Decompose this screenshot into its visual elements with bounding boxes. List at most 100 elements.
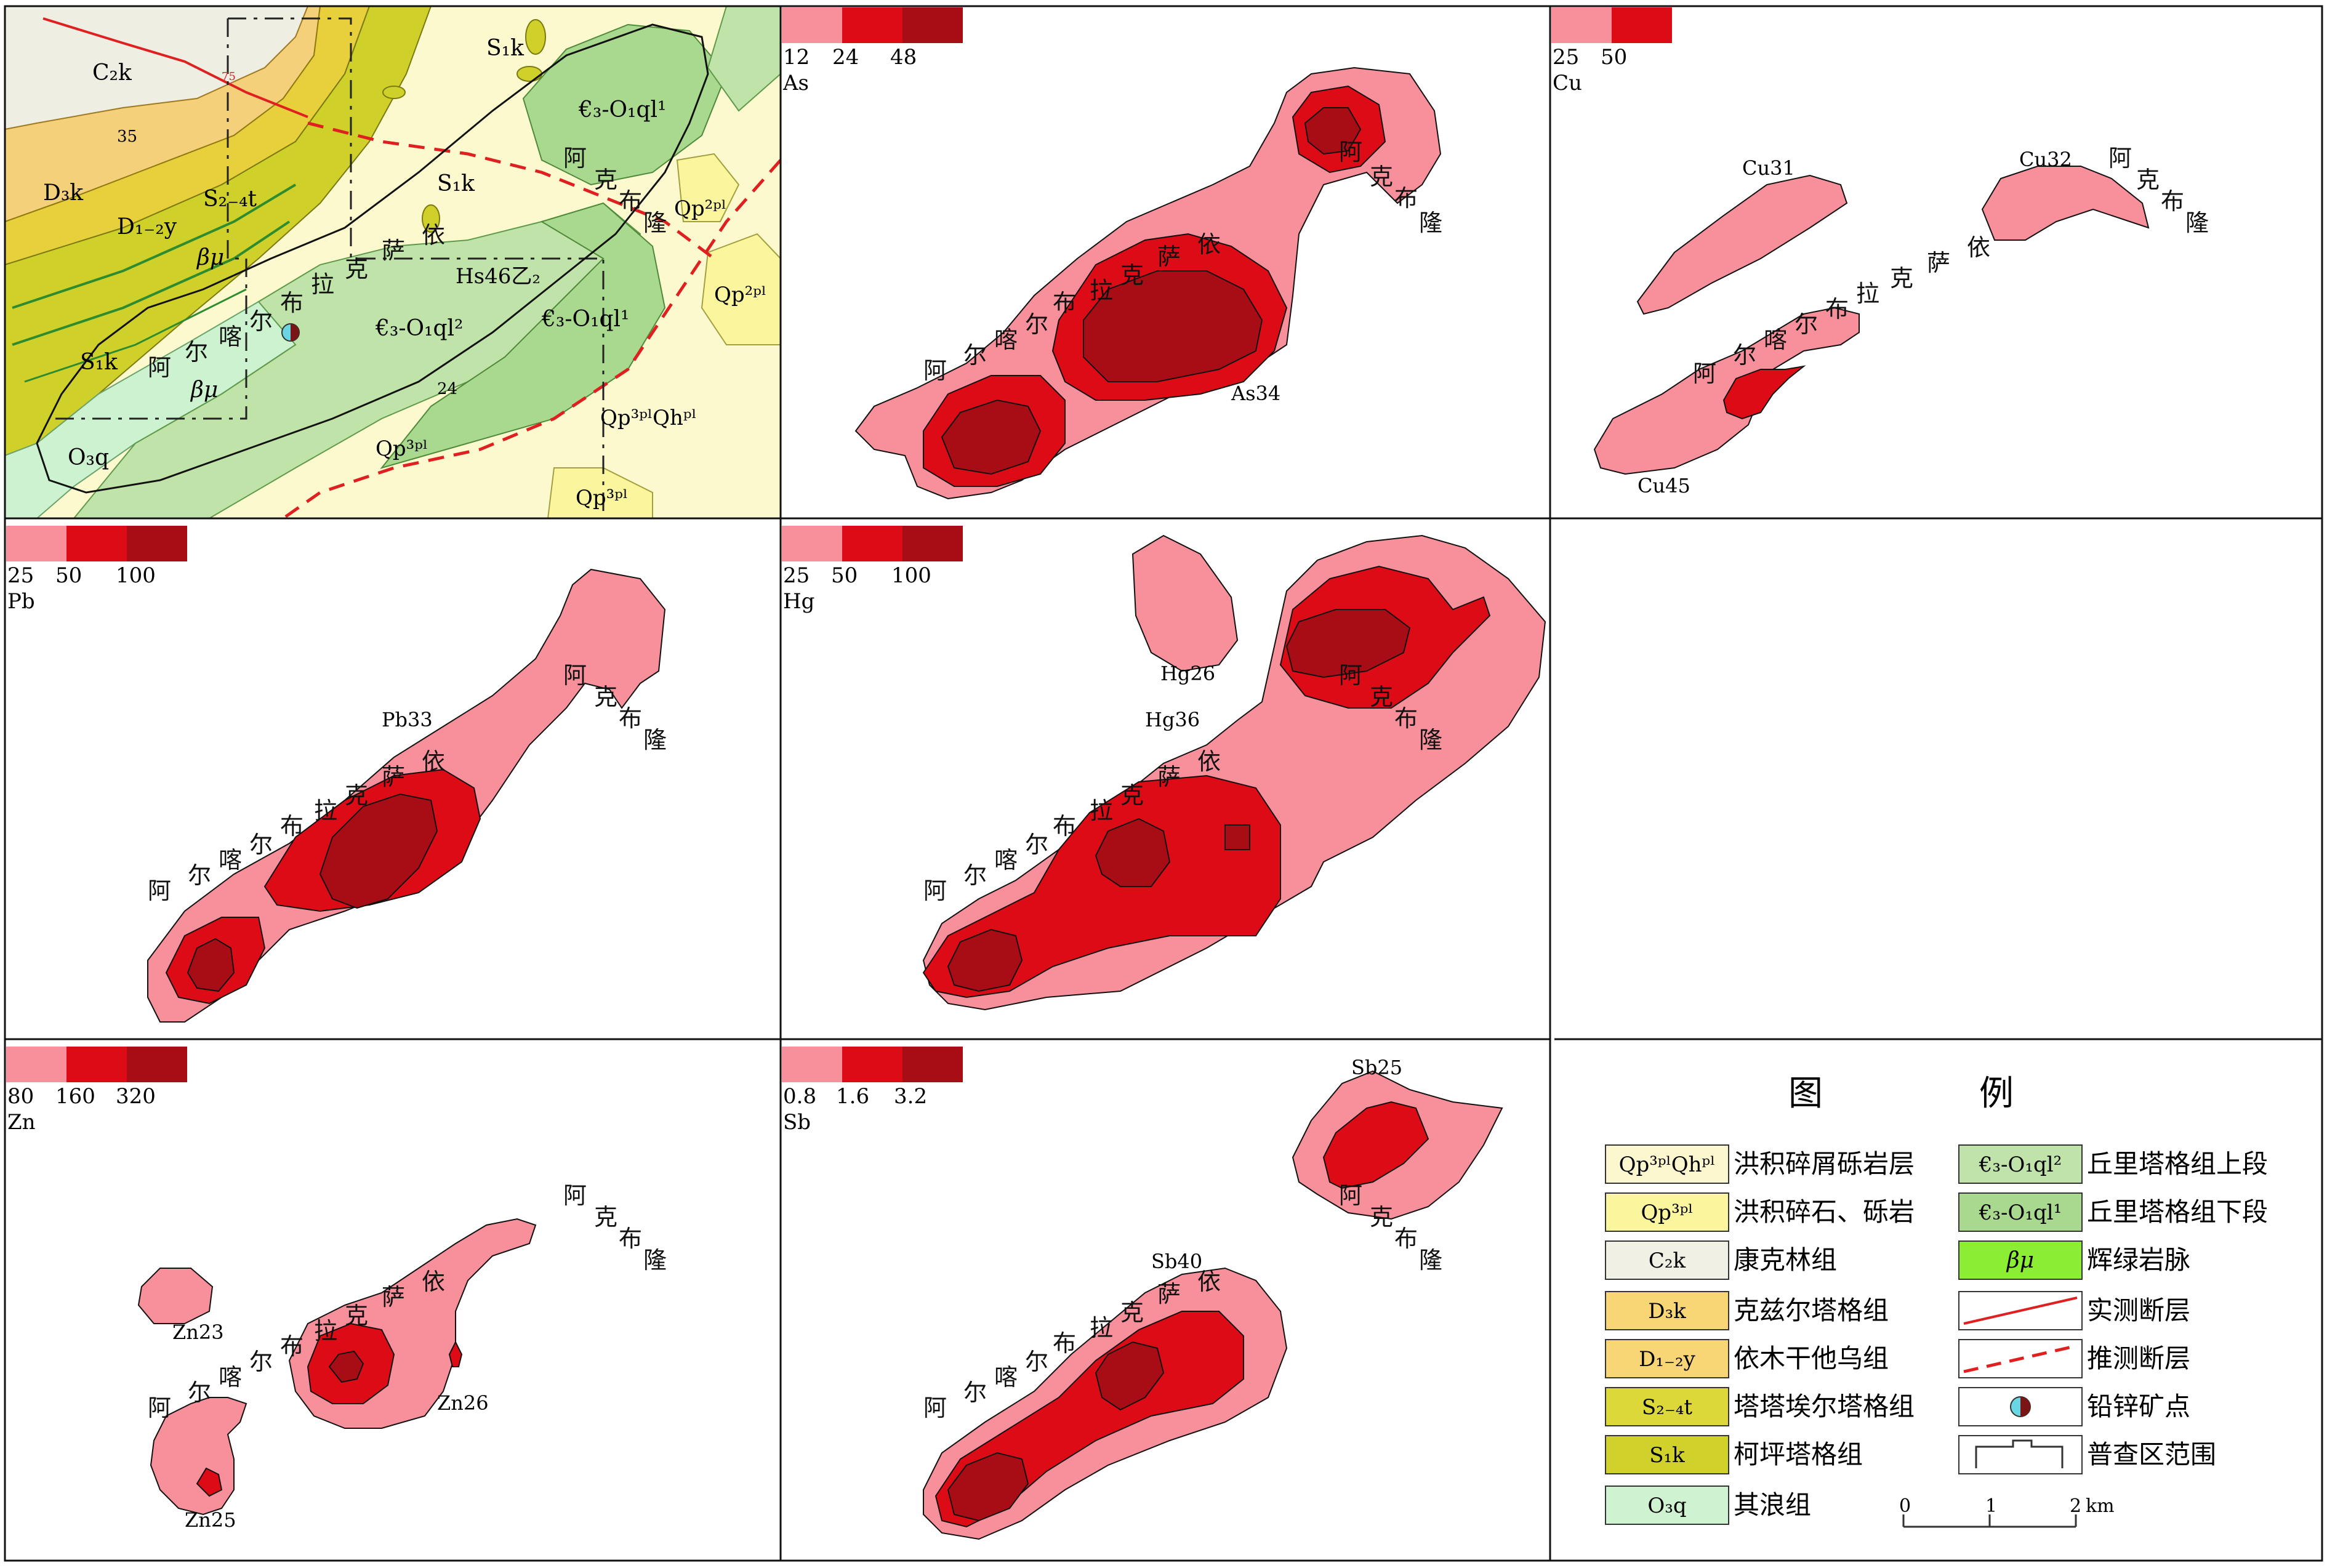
cu-color-swatch xyxy=(1551,7,1612,43)
place-char: 尔 xyxy=(185,339,208,366)
legend-code: Qp³ᵖˡ xyxy=(1641,1200,1693,1225)
pb-threshold-label: 25 xyxy=(7,563,34,588)
zn-anomaly-label: Zn23 xyxy=(172,1321,224,1344)
cu-element-label: Cu xyxy=(1553,71,1582,95)
legend-swatch xyxy=(1605,1291,1729,1330)
as-element-label: As xyxy=(782,71,809,95)
zn-threshold-label: 160 xyxy=(55,1084,95,1109)
inferred-fault-line xyxy=(307,121,715,260)
place-char: 克 xyxy=(594,166,617,193)
place-char: 隆 xyxy=(643,209,667,236)
place-char: 阿 xyxy=(1339,1182,1362,1209)
geo-label-c2k: C₂k xyxy=(92,60,132,86)
legend-name: 塔塔埃尔塔格组 xyxy=(1734,1391,1915,1421)
place-char: 尔 xyxy=(1794,311,1818,338)
pb-color-swatch xyxy=(6,526,66,561)
place-name-pb: 阿 尔 喀 尔 布 拉 克 萨 依 阿 克 布 隆 xyxy=(148,662,667,904)
place-name-as: 阿 尔 喀 尔 布 拉 克 萨 依 阿 克 布 隆 xyxy=(923,139,1442,384)
zn-color-swatch xyxy=(6,1047,66,1082)
as-threshold-label: 12 xyxy=(783,45,810,70)
cu-anomaly-panel: 25 50 Cu Cu31 Cu32 Cu45 阿 尔 喀 尔 布 拉 克 萨 … xyxy=(1551,7,2209,497)
geo-label-s1k: S₁k xyxy=(80,350,118,375)
zn-anomaly-label: Zn25 xyxy=(185,1508,236,1532)
pb-anomaly-core xyxy=(319,793,438,909)
place-char: 拉 xyxy=(1090,1314,1113,1341)
scale-bar: 0 1 2 km xyxy=(1899,1495,2115,1528)
legend-item: S₁k 柯坪塔格组 xyxy=(1605,1435,1863,1474)
as-anomaly-core xyxy=(941,399,1042,475)
anomaly-outline xyxy=(36,23,709,494)
unit-s1k-outcrop xyxy=(422,204,440,233)
dip-label: 75 xyxy=(222,70,236,83)
place-char: 萨 xyxy=(1157,1281,1181,1308)
place-name-cu: 阿 尔 喀 尔 布 拉 克 萨 依 阿 克 布 隆 xyxy=(1693,145,2209,387)
legend-panel: 图 例 Qp³ᵖˡQhᵖˡ 洪积碎屑砾岩层 Qp³ᵖˡ 洪积碎石、砾岩 C₂k … xyxy=(1605,1074,2268,1528)
place-char: 尔 xyxy=(249,1348,273,1375)
place-char: 喀 xyxy=(219,846,242,874)
legend-name: 依木干他乌组 xyxy=(1734,1343,1889,1373)
hg-anomaly-core xyxy=(1095,818,1171,887)
place-char: 喀 xyxy=(219,1364,242,1391)
sb-anomaly-mid xyxy=(1322,1101,1429,1189)
pb-anomaly-label: Pb33 xyxy=(382,708,433,731)
unit-s1k-outcrop xyxy=(516,66,542,82)
place-char: 尔 xyxy=(188,1379,211,1406)
dip-label: 24 xyxy=(437,380,457,398)
legend-code: S₂₋₄t xyxy=(1642,1395,1692,1420)
geo-label-qp2pl: Qp²ᵖˡ xyxy=(714,283,766,307)
place-char: 阿 xyxy=(923,877,947,904)
zn-anomaly-core xyxy=(328,1350,364,1383)
legend-swatch xyxy=(1958,1240,2083,1280)
place-char: 依 xyxy=(1197,1268,1221,1295)
legend-code: βμ xyxy=(2006,1248,2034,1273)
pb-anomaly-core xyxy=(187,938,235,992)
as-color-swatch xyxy=(902,7,963,43)
geo-label-beta-mu: βμ xyxy=(190,377,218,403)
place-char: 尔 xyxy=(1025,311,1048,338)
geo-label-qp3pl: Qp³ᵖˡ xyxy=(576,486,628,510)
sb-threshold-label: 1.6 xyxy=(836,1084,869,1109)
place-char: 萨 xyxy=(382,1284,405,1311)
inferred-fault-line xyxy=(282,159,781,518)
hg-color-swatch xyxy=(782,526,842,561)
legend-item: €₃-O₁ql² 丘里塔格组上段 xyxy=(1958,1144,2268,1184)
place-char: 萨 xyxy=(382,237,405,264)
place-char: 克 xyxy=(2136,166,2160,193)
legend-item: 推测断层 xyxy=(1958,1339,2190,1378)
survey-area-symbol xyxy=(1975,1439,2064,1468)
place-char: 萨 xyxy=(1157,243,1181,270)
legend-item: 普查区范围 xyxy=(1958,1435,2216,1474)
place-char: 克 xyxy=(1370,683,1393,710)
place-char: 阿 xyxy=(2108,145,2132,172)
legend-item: βμ 辉绿岩脉 xyxy=(1958,1240,2190,1280)
legend-name: 洪积碎石、砾岩 xyxy=(1734,1197,1915,1227)
place-char: 阿 xyxy=(563,1182,587,1209)
hg-anomaly-core xyxy=(1285,609,1411,678)
place-name-geo: 阿 尔 喀 尔 布 拉 克 萨 依 阿 克 布 隆 xyxy=(148,145,667,381)
pb-anomaly-panel: 25 50 100 Pb Pb33 阿 尔 喀 尔 布 拉 克 萨 依 阿 克 … xyxy=(6,526,667,1023)
place-char: 隆 xyxy=(1419,1247,1442,1274)
unit-qp2pl-area xyxy=(676,153,740,222)
place-char: 尔 xyxy=(249,831,273,858)
legend-swatch xyxy=(1605,1486,1729,1525)
sb-anomaly-label: Sb40 xyxy=(1151,1250,1202,1273)
diabase-vein-line xyxy=(24,288,247,383)
deposit-symbol xyxy=(2010,1396,2031,1417)
geo-label-beta-mu: βμ xyxy=(196,245,224,270)
geo-label-hs46: Hs46乙₂ xyxy=(456,264,541,289)
cu-threshold-label: 25 xyxy=(1553,45,1579,70)
place-char: 布 xyxy=(1394,1225,1418,1252)
place-char: 克 xyxy=(1890,265,1913,292)
legend-swatch xyxy=(1605,1339,1729,1378)
panel-grid xyxy=(4,5,2323,1562)
scale-tick-label: 1 xyxy=(1985,1495,1997,1517)
place-char: 阿 xyxy=(148,877,171,904)
place-char: 布 xyxy=(619,188,642,215)
hg-anomaly-label: Hg26 xyxy=(1160,662,1215,685)
place-char: 阿 xyxy=(563,662,587,689)
place-char: 萨 xyxy=(382,763,405,790)
place-char: 喀 xyxy=(994,846,1018,874)
scale-unit-label: km xyxy=(2086,1495,2115,1517)
